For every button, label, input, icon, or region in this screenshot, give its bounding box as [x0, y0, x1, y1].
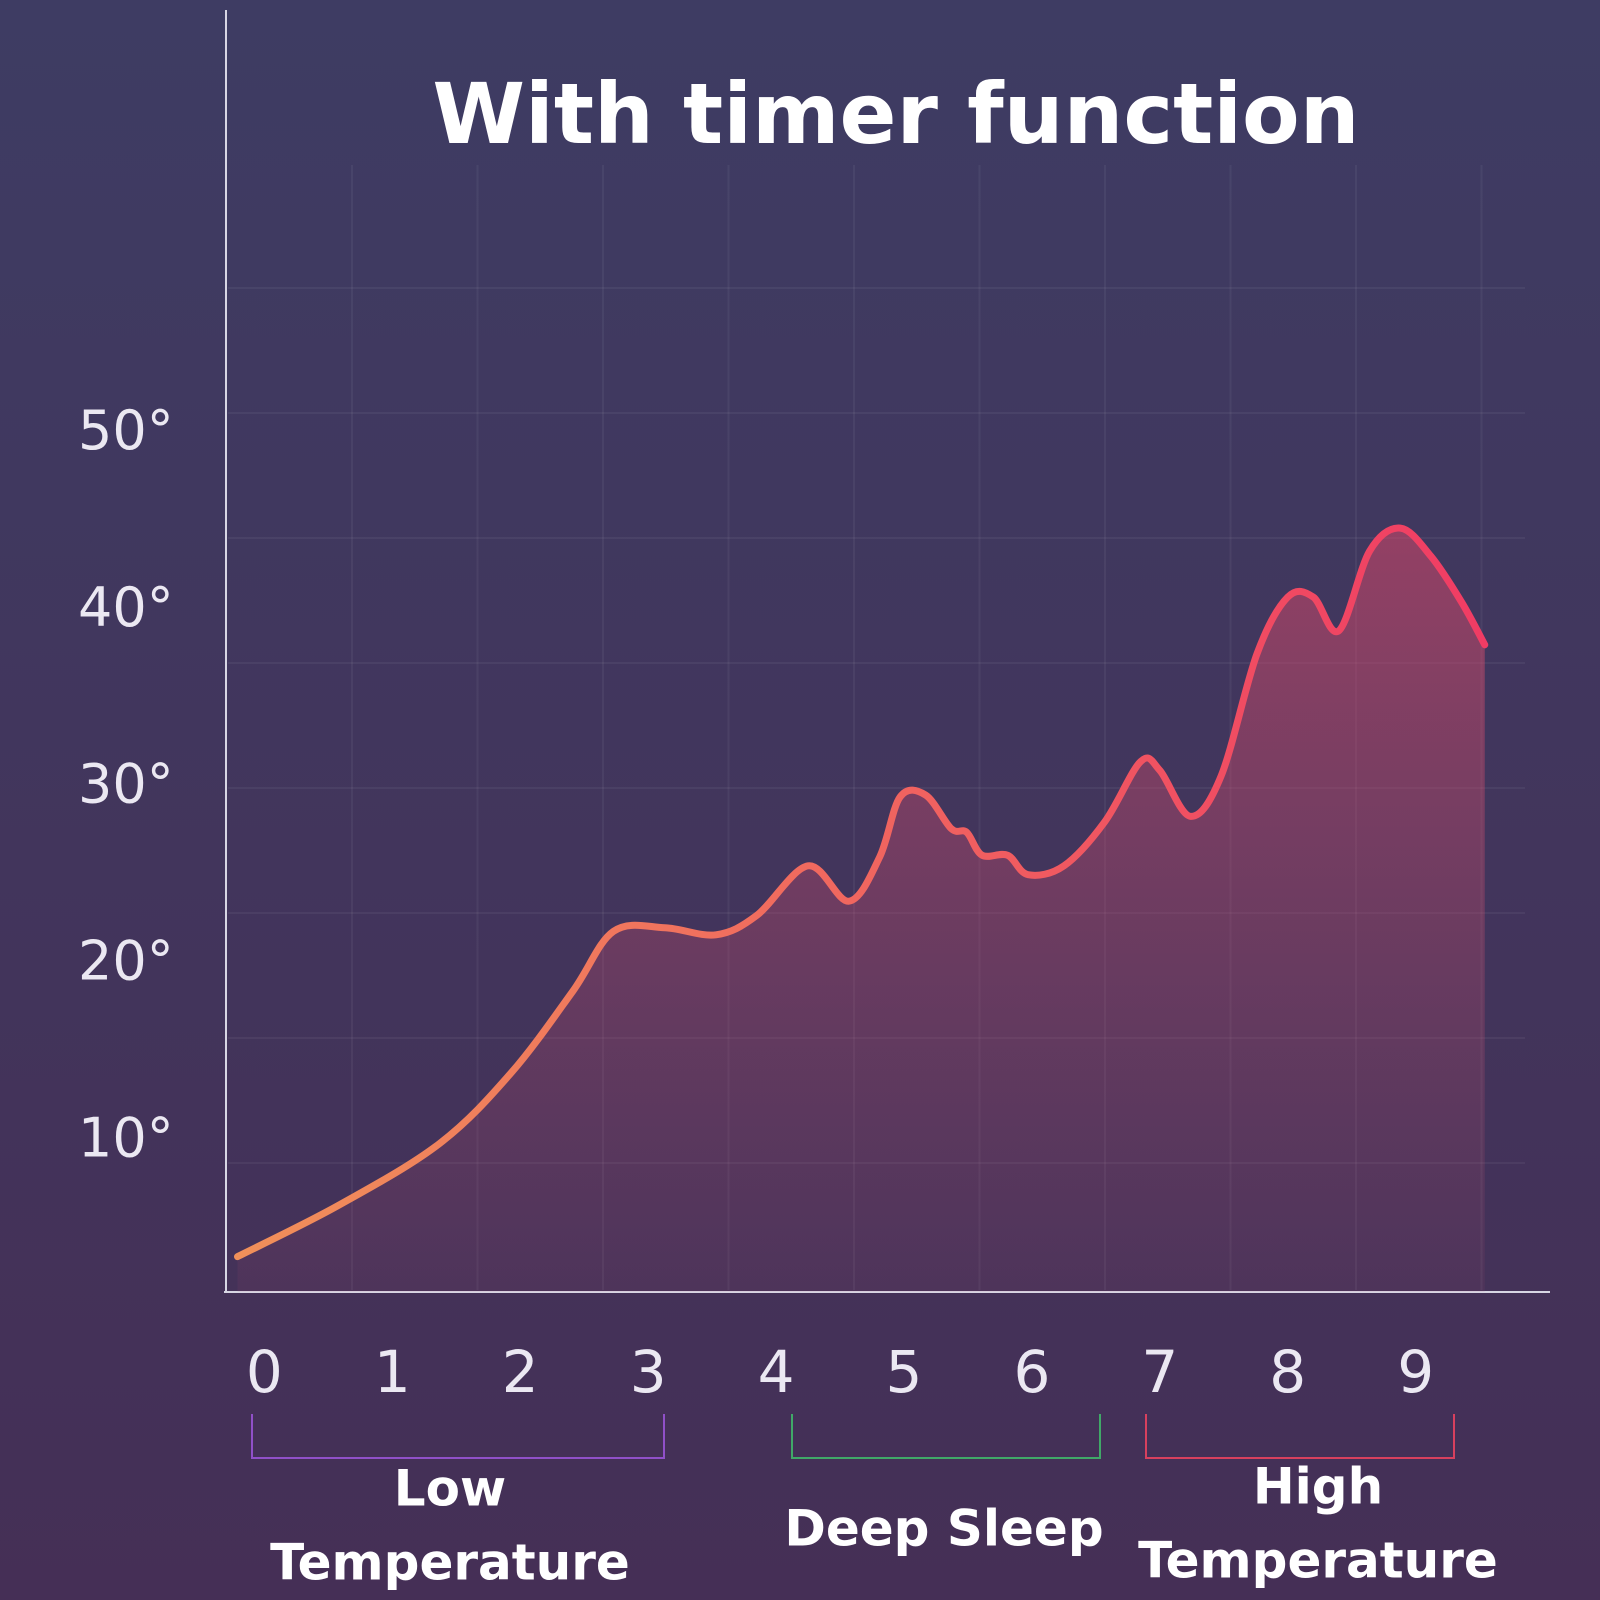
x-tick-label: 9: [1397, 1338, 1434, 1406]
group-label: High: [1253, 1458, 1383, 1516]
y-tick-label: 50°: [78, 399, 174, 462]
chart-title: With timer function: [432, 65, 1359, 163]
x-tick-label: 7: [1141, 1338, 1178, 1406]
x-tick-label: 8: [1269, 1338, 1306, 1406]
x-tick-label: 3: [630, 1338, 667, 1406]
y-tick-label: 30°: [78, 753, 174, 816]
line: [234, 524, 1489, 1261]
bracket: [251, 1414, 665, 1459]
group-label: Temperature: [1138, 1532, 1498, 1590]
bracket: [791, 1414, 1101, 1459]
x-tick-label: 4: [758, 1338, 795, 1406]
x-tick-label: 5: [886, 1338, 923, 1406]
bracket: [1145, 1414, 1455, 1459]
x-tick-label: 6: [1013, 1338, 1050, 1406]
y-tick-label: 10°: [78, 1106, 174, 1169]
group-label: Deep Sleep: [784, 1500, 1103, 1558]
group-label: Temperature: [270, 1534, 630, 1592]
area: [237, 528, 1485, 1292]
x-tick-label: 2: [502, 1338, 539, 1406]
group-label: Low: [394, 1460, 506, 1518]
x-tick-label: 1: [374, 1338, 411, 1406]
y-tick-label: 40°: [78, 576, 174, 639]
y-tick-label: 20°: [78, 930, 174, 993]
x-tick-label: 0: [246, 1338, 283, 1406]
